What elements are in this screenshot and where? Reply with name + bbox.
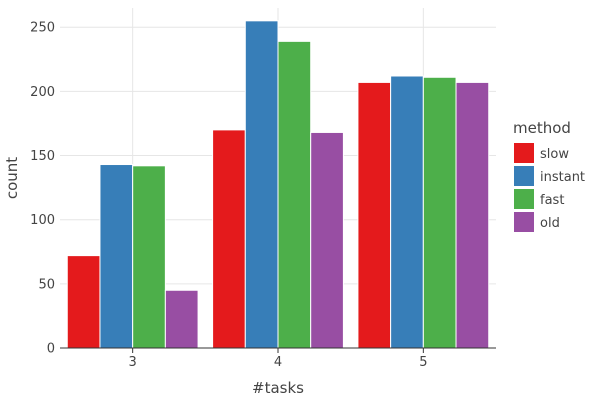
bar-slow-3	[66, 255, 101, 349]
bar-fast-5	[422, 76, 457, 349]
x-axis-ticks: 3 4 5	[129, 348, 427, 370]
x-tick-label: 4	[274, 355, 282, 370]
bar-slow-5	[357, 81, 392, 349]
legend-swatch-old	[514, 212, 534, 232]
y-tick-label: 200	[30, 85, 55, 100]
legend-items: slow instant fast old	[514, 143, 585, 232]
x-tick-label: 3	[129, 355, 137, 370]
bar-old-3	[164, 289, 199, 349]
bar-instant-4	[244, 20, 279, 349]
legend-swatch-fast	[514, 189, 534, 209]
x-tick-label: 5	[419, 355, 427, 370]
legend-label-old: old	[540, 216, 560, 231]
bar-old-4	[310, 131, 344, 349]
y-tick-label: 100	[30, 213, 55, 228]
bars	[66, 20, 490, 349]
y-tick-label: 50	[38, 277, 55, 292]
bar-slow-4	[212, 129, 246, 349]
bar-old-5	[455, 81, 490, 349]
bar-fast-4	[277, 40, 312, 349]
legend: method slow instant fast old	[513, 119, 585, 232]
legend-label-slow: slow	[540, 147, 569, 162]
legend-swatch-instant	[514, 166, 534, 186]
y-axis-ticks: 0 50 100 150 200 250	[30, 21, 55, 357]
legend-label-fast: fast	[540, 193, 564, 208]
x-axis-title: #tasks	[252, 379, 304, 397]
y-axis-title: count	[3, 157, 21, 199]
legend-swatch-slow	[514, 143, 534, 163]
y-tick-label: 150	[30, 149, 55, 164]
bar-instant-5	[390, 75, 424, 349]
y-tick-label: 250	[30, 21, 55, 36]
bar-instant-3	[99, 164, 134, 349]
bar-fast-3	[132, 165, 166, 349]
y-tick-label: 0	[47, 342, 55, 357]
legend-label-instant: instant	[540, 170, 585, 185]
legend-title: method	[513, 119, 571, 137]
